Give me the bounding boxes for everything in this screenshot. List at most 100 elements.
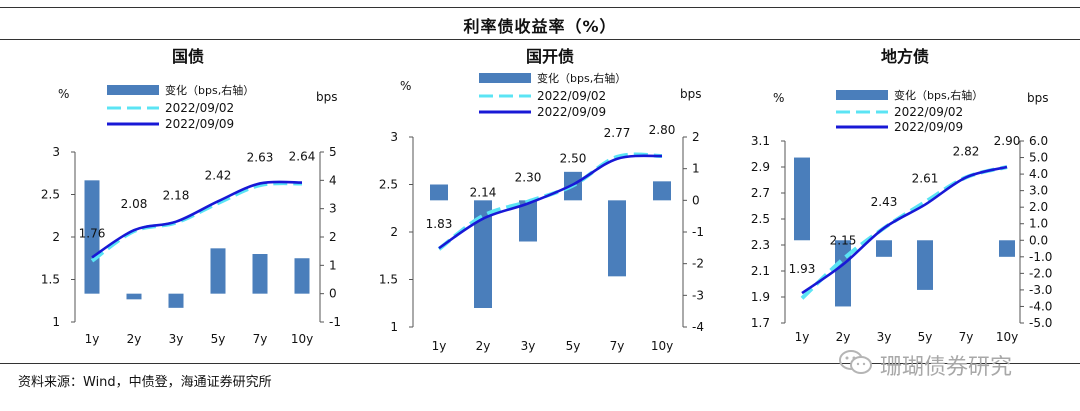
bar-change bbox=[608, 200, 626, 277]
category-label: 10y bbox=[291, 332, 313, 346]
legend-curr-label: 2022/09/09 bbox=[537, 105, 606, 119]
category-label: 7y bbox=[959, 330, 974, 344]
data-label: 2.08 bbox=[121, 197, 148, 211]
left-tick-label: 2.9 bbox=[751, 160, 770, 174]
data-label: 2.43 bbox=[871, 195, 898, 209]
data-label: 2.64 bbox=[289, 150, 316, 164]
bar-change bbox=[876, 240, 892, 257]
legend-bar-label: 变化（bps,右轴） bbox=[165, 83, 254, 97]
legend-bar-label: 变化（bps,右轴） bbox=[537, 71, 626, 85]
left-tick-label: 2 bbox=[52, 230, 60, 244]
right-tick-label: -2 bbox=[692, 257, 704, 271]
left-tick-label: 3.1 bbox=[751, 134, 770, 148]
left-tick-label: 2.7 bbox=[751, 186, 770, 200]
right-tick-label: 0 bbox=[329, 287, 337, 301]
right-tick-label: 6.0 bbox=[1029, 134, 1048, 148]
right-unit: bps bbox=[680, 87, 702, 101]
right-tick-label: -1 bbox=[692, 225, 704, 239]
bar-change bbox=[653, 181, 671, 201]
right-tick-label: 1 bbox=[329, 258, 337, 272]
right-tick-label: 3 bbox=[329, 202, 337, 216]
data-label: 2.42 bbox=[205, 168, 232, 182]
bar-change bbox=[210, 248, 226, 294]
left-tick-label: 1.7 bbox=[751, 316, 770, 330]
left-tick-label: 2.5 bbox=[41, 188, 60, 202]
data-label: 1.83 bbox=[426, 217, 453, 231]
data-label: 2.61 bbox=[912, 172, 939, 186]
left-tick-label: 1.9 bbox=[751, 290, 770, 304]
left-tick-label: 2 bbox=[390, 225, 398, 239]
category-label: 5y bbox=[918, 330, 933, 344]
left-tick-label: 1.5 bbox=[379, 273, 398, 287]
bar-change bbox=[84, 180, 100, 294]
chart-title: 国开债 bbox=[526, 47, 574, 66]
right-tick-label: -4 bbox=[692, 320, 704, 334]
right-tick-label: -1.0 bbox=[1029, 250, 1052, 264]
left-tick-label: 2.3 bbox=[751, 238, 770, 252]
bar-change bbox=[474, 200, 492, 308]
bar-change bbox=[168, 293, 184, 308]
right-tick-label: 1.0 bbox=[1029, 217, 1048, 231]
data-label: 2.90 bbox=[994, 134, 1021, 148]
right-tick-label: 4 bbox=[329, 173, 337, 187]
right-tick-label: 0 bbox=[692, 193, 700, 207]
legend-curr-label: 2022/09/09 bbox=[894, 120, 963, 134]
bar-change bbox=[126, 293, 142, 300]
category-label: 2y bbox=[476, 339, 491, 353]
bottom-rule bbox=[0, 363, 1080, 364]
legend-bar-swatch bbox=[479, 73, 531, 83]
data-label: 2.30 bbox=[515, 171, 542, 185]
right-unit: bps bbox=[316, 90, 338, 104]
category-label: 5y bbox=[211, 332, 226, 346]
data-label: 2.82 bbox=[953, 144, 980, 158]
data-label: 1.93 bbox=[789, 262, 816, 276]
data-label: 2.80 bbox=[649, 123, 676, 137]
left-unit: % bbox=[400, 79, 411, 93]
page-title: 利率债收益率（%） bbox=[463, 17, 617, 36]
wechat-icon bbox=[839, 350, 872, 374]
line-2022-09-09 bbox=[438, 154, 663, 250]
right-tick-label: 3.0 bbox=[1029, 184, 1048, 198]
right-tick-label: 5 bbox=[329, 145, 337, 159]
category-label: 1y bbox=[85, 332, 100, 346]
category-label: 10y bbox=[996, 330, 1018, 344]
left-tick-label: 1 bbox=[52, 315, 60, 329]
line-2022-09-09 bbox=[801, 165, 1008, 295]
line-2022-09-02 bbox=[437, 152, 663, 251]
bar-change bbox=[430, 184, 448, 201]
category-label: 2y bbox=[127, 332, 142, 346]
right-tick-label: 1 bbox=[692, 162, 700, 176]
bar-change bbox=[835, 240, 851, 307]
right-tick-label: -4.0 bbox=[1029, 299, 1052, 313]
category-label: 2y bbox=[836, 330, 851, 344]
legend-curr-label: 2022/09/09 bbox=[165, 117, 234, 131]
title-rule bbox=[0, 39, 1080, 40]
bar-change bbox=[917, 240, 933, 290]
legend-bar-swatch bbox=[107, 85, 159, 95]
category-label: 3y bbox=[521, 339, 536, 353]
category-label: 7y bbox=[253, 332, 268, 346]
data-label: 2.14 bbox=[470, 186, 497, 200]
legend-prev-label: 2022/09/02 bbox=[537, 89, 606, 103]
left-tick-label: 2.1 bbox=[751, 264, 770, 278]
legend-prev-label: 2022/09/02 bbox=[894, 105, 963, 119]
right-tick-label: 2 bbox=[692, 130, 700, 144]
legend-prev-label: 2022/09/02 bbox=[165, 101, 234, 115]
category-label: 3y bbox=[877, 330, 892, 344]
right-tick-label: 4.0 bbox=[1029, 167, 1048, 181]
right-tick-label: -3 bbox=[692, 288, 704, 302]
left-tick-label: 1 bbox=[390, 320, 398, 334]
right-tick-label: -1 bbox=[329, 315, 341, 329]
right-unit: bps bbox=[1027, 91, 1049, 105]
line-2022-09-09 bbox=[91, 180, 303, 259]
category-label: 10y bbox=[651, 339, 673, 353]
right-tick-label: -2.0 bbox=[1029, 266, 1052, 280]
category-label: 5y bbox=[566, 339, 581, 353]
top-rule bbox=[0, 7, 1080, 8]
bar-change bbox=[519, 200, 537, 242]
category-label: 1y bbox=[795, 330, 810, 344]
watermark: 珊瑚债券研究 bbox=[880, 349, 1012, 381]
right-tick-label: 5.0 bbox=[1029, 151, 1048, 165]
bar-change bbox=[252, 254, 268, 294]
